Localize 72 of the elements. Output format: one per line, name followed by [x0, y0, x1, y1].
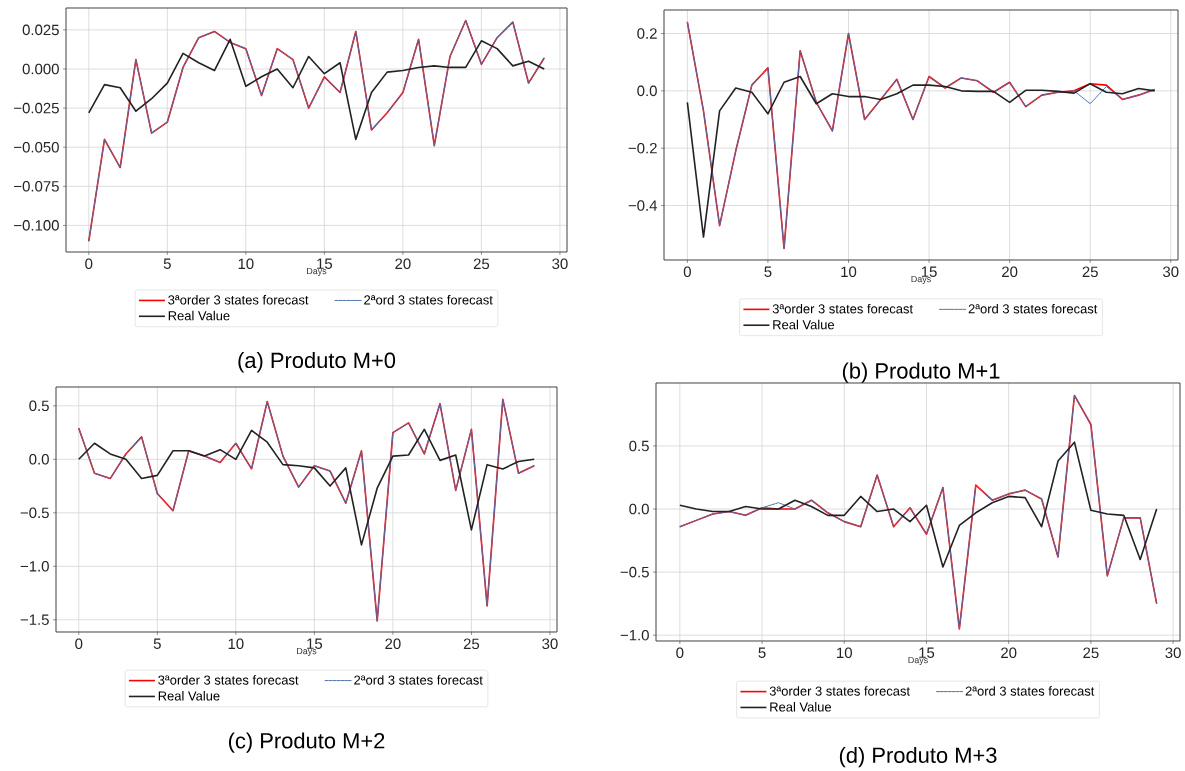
legend-label: Real Value [168, 311, 230, 321]
x-tick-label: 30 [542, 638, 558, 650]
line-series [77, 428, 536, 546]
x-tick-label: 10 [837, 647, 852, 659]
x-axis-title: Days [307, 268, 327, 277]
y-tick-label: 0.0 [637, 85, 657, 97]
y-tick-label: −1.0 [620, 630, 649, 641]
legend-label: 2ªord 3 states forecast [364, 295, 493, 305]
legend-label: 3ªorder 3 states forecast [772, 304, 913, 314]
y-tick-label: 0.0 [29, 454, 49, 465]
y-tick-label: −0.025 [14, 102, 59, 114]
text: (a) Produto M+0 [238, 352, 396, 373]
y-tick-label: −0.050 [14, 142, 59, 153]
legend-label: 3ªorder 3 states forecast [168, 295, 309, 305]
y-tick-label: 0.2 [637, 28, 657, 39]
x-tick-label: 0 [75, 638, 83, 650]
x-tick-label: 10 [238, 258, 254, 270]
y-tick-label: −0.2 [628, 143, 657, 154]
y-tick-label: 0.025 [22, 24, 59, 36]
x-tick-label: 15 [317, 258, 333, 270]
y-tick-label: −1.5 [20, 614, 49, 626]
line-series [686, 21, 1156, 250]
y-tick-label: −0.5 [20, 507, 49, 519]
x-tick-label: 25 [463, 638, 480, 650]
x-axis-title: Days [297, 648, 317, 657]
legend-label: 3ªorder 3 states forecast [158, 675, 299, 685]
line-series [679, 441, 1158, 569]
text: (b) Produto M+1 [842, 362, 1000, 384]
legend-label: Real Value [158, 691, 220, 701]
x-tick-label: 30 [1165, 647, 1181, 659]
x-tick-label: 5 [153, 638, 161, 650]
x-tick-label: 15 [307, 638, 323, 650]
x-tick-label: 0 [676, 647, 684, 659]
legend-label: 3ªorder 3 states forecast [769, 686, 910, 696]
x-tick-label: 25 [473, 258, 490, 270]
line-series [87, 38, 546, 141]
x-tick-label: 0 [683, 266, 691, 278]
x-tick-label: 20 [1001, 647, 1017, 659]
x-axis-title: Days [908, 657, 928, 666]
y-tick-label: 0.0 [629, 503, 649, 515]
legend-label: Real Value [770, 702, 832, 712]
legend-label: 2ªord 3 states forecast [965, 686, 1095, 696]
y-tick-label: 0.5 [629, 440, 649, 452]
y-tick-label: −0.100 [14, 220, 59, 231]
x-axis-title: Days [911, 276, 931, 285]
x-tick-label: 5 [758, 647, 766, 659]
x-tick-label: 5 [163, 258, 171, 270]
y-tick-label: 0.5 [29, 400, 49, 412]
x-tick-label: 10 [841, 266, 857, 278]
y-tick-label: 0.000 [22, 63, 59, 75]
legend-label: 2ªord 3 states forecast [968, 304, 1098, 314]
x-tick-label: 30 [552, 258, 568, 270]
y-tick-label: −0.5 [620, 567, 649, 578]
x-tick-label: 5 [764, 266, 772, 278]
y-tick-label: −0.4 [628, 200, 658, 211]
x-tick-label: 25 [1082, 266, 1098, 278]
x-tick-label: 15 [919, 647, 935, 659]
x-tick-label: 20 [385, 638, 401, 650]
x-tick-label: 20 [1002, 266, 1018, 278]
x-tick-label: 20 [395, 258, 411, 270]
x-tick-label: 15 [921, 266, 937, 278]
legend-label: Real Value [773, 319, 835, 330]
y-tick-label: −0.075 [14, 181, 59, 192]
line-series [686, 75, 1156, 239]
legend-label: 2ªord 3 states forecast [354, 675, 483, 685]
x-tick-label: 30 [1163, 266, 1179, 278]
x-tick-label: 0 [85, 258, 93, 270]
text: (d) Produto M+3 [839, 747, 997, 768]
x-tick-label: 25 [1083, 647, 1099, 659]
y-tick-label: −1.0 [20, 561, 49, 572]
text: (c) Produto M+2 [228, 732, 385, 754]
x-tick-label: 10 [228, 638, 244, 650]
